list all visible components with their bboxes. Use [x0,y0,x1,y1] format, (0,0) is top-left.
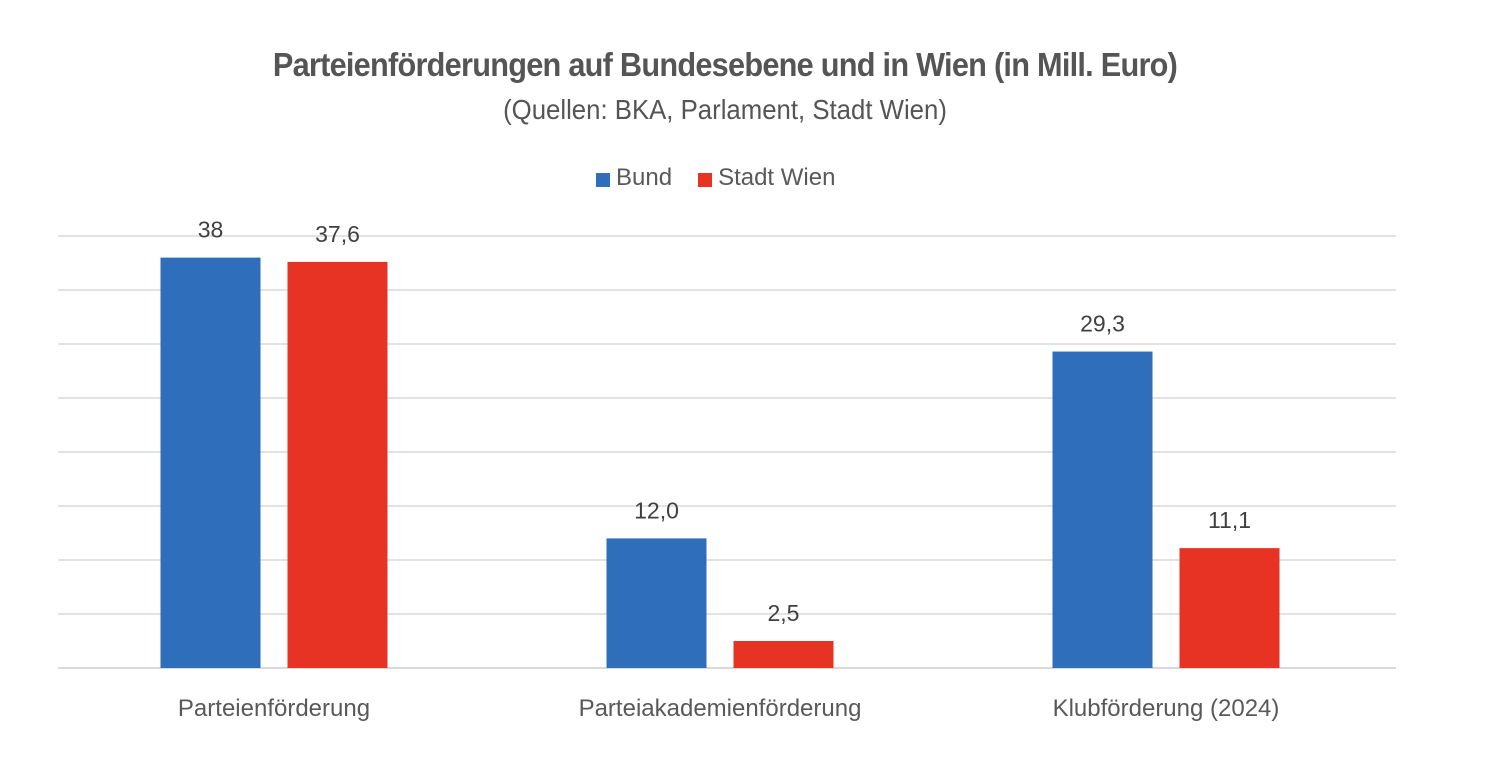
bar-bund-2 [606,538,707,668]
data-labels: 38 37,6 12,0 2,5 29,3 11,1 [198,217,1251,626]
legend: Bund Stadt Wien [596,164,861,192]
data-label: 11,1 [1208,507,1251,533]
chart-subtitle: (Quellen: BKA, Parlament, Stadt Wien) [503,94,947,125]
chart-title: Parteienförderungen auf Bundesebene und … [272,46,1178,83]
data-label: 12,0 [634,497,679,523]
gridlines [58,235,1396,669]
bar-stadt-wien-1 [287,261,388,668]
data-label: 29,3 [1080,311,1125,337]
data-label: 38 [198,217,224,243]
x-axis-tick-labels: Parteienförderung Parteiakademienförderun… [178,695,1279,722]
x-tick-label: Klubförderung (2024) [1053,695,1280,722]
x-tick-label: Parteienförderung [178,695,370,722]
data-label: 37,6 [315,221,360,247]
bar-stadt-wien-2 [733,641,834,668]
data-label: 2,5 [768,600,800,626]
bar-bund-1 [160,257,261,668]
legend-item-bund: Bund [596,164,672,192]
bars [160,257,1280,668]
x-tick-label: Parteiakademienförderung [579,695,862,722]
legend-label-bund: Bund [616,164,673,191]
bar-stadt-wien-3 [1179,548,1280,668]
legend-swatch-stadt-wien [698,172,713,187]
legend-swatch-bund [596,172,610,187]
bar-bund-3 [1052,351,1153,668]
legend-label-stadt-wien: Stadt Wien [718,164,836,191]
legend-item-stadt-wien: Stadt Wien [698,164,835,192]
